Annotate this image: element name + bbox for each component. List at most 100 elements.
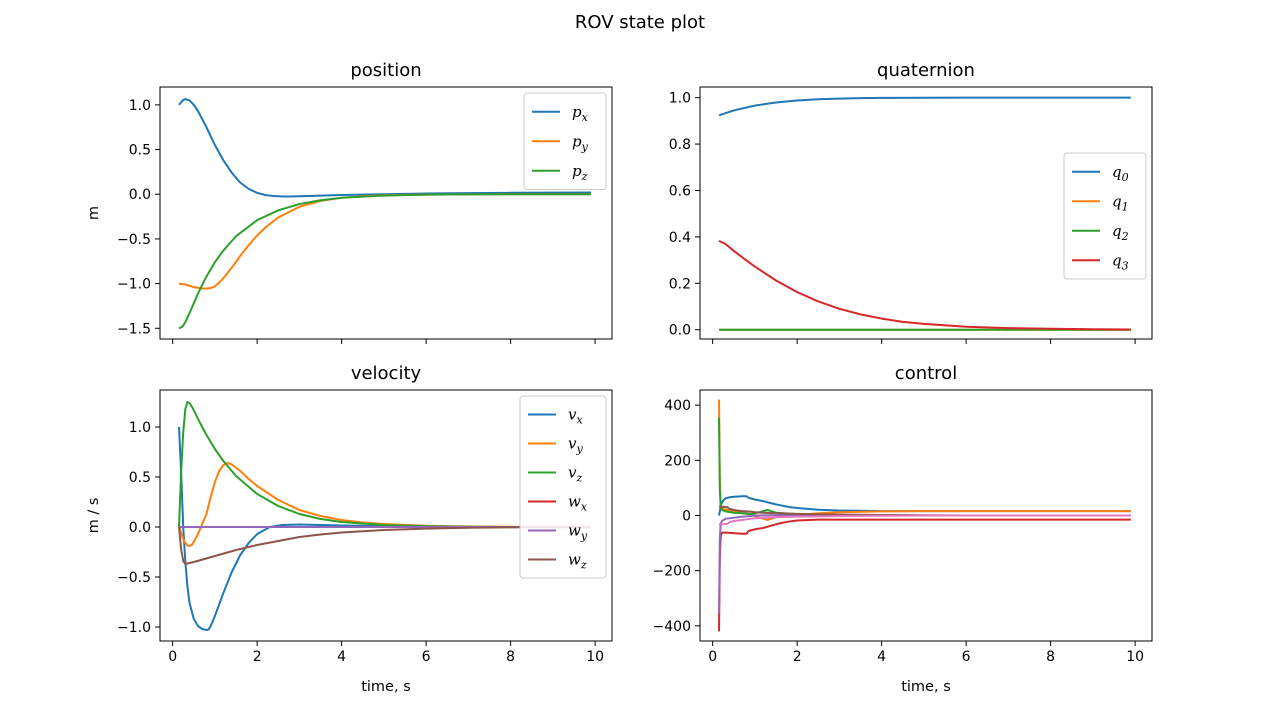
legend-label-name: q bbox=[1112, 163, 1122, 181]
panel-velocity: velocity 0 2 4 6 8 10 −1.0 −0.5 0.0 0.5 1.0 time, s m… bbox=[86, 363, 613, 695]
series-line-p_z bbox=[178, 193, 591, 330]
y-tick-label: −1.0 bbox=[117, 620, 151, 636]
axes-frame bbox=[699, 86, 1153, 340]
panels: position−1.5−1.0−0.50.00.51.0mpxpypzquat… bbox=[86, 60, 1153, 695]
axes-frame bbox=[159, 389, 613, 642]
legend-label-subscript: z bbox=[575, 472, 582, 485]
y-tick-label: 0.4 bbox=[669, 230, 691, 246]
legend-label: wz bbox=[568, 551, 587, 572]
legend-label: q2 bbox=[1112, 222, 1129, 243]
y-tick-label: 200 bbox=[664, 453, 691, 469]
legend-box bbox=[523, 92, 607, 190]
y-tick-label: 1.0 bbox=[129, 420, 151, 436]
legend-label-name: w bbox=[568, 493, 581, 511]
series-line-q_0 bbox=[718, 96, 1131, 117]
axes-frame bbox=[699, 389, 1153, 642]
x-tick-label: 4 bbox=[877, 649, 886, 665]
y-tick-label: −1.5 bbox=[117, 321, 151, 337]
legend-label: vx bbox=[568, 406, 583, 427]
legend-label-name: q bbox=[1112, 192, 1122, 210]
legend-label-subscript: x bbox=[582, 111, 589, 124]
series-line-1 bbox=[718, 399, 1131, 521]
legend-label: vy bbox=[568, 435, 583, 456]
y-tick-label: 0.0 bbox=[129, 520, 151, 536]
legend-label: q0 bbox=[1112, 163, 1129, 184]
y-tick-label: 0.6 bbox=[669, 183, 691, 199]
legend-box bbox=[1063, 152, 1147, 280]
panel-control: control 0 2 4 6 8 10 −400 −200 0 200 400 time, s bbox=[653, 363, 1153, 695]
legend-box bbox=[519, 395, 607, 579]
legend-label: q3 bbox=[1112, 251, 1129, 272]
legend-label-subscript: y bbox=[575, 443, 583, 456]
panel-title: velocity bbox=[351, 363, 422, 384]
series-line-6 bbox=[719, 514, 1131, 526]
y-tick-label: −400 bbox=[653, 619, 691, 635]
axes-frame bbox=[159, 86, 613, 340]
legend-label: px bbox=[572, 103, 589, 124]
x-axis-label: time, s bbox=[901, 679, 951, 695]
y-tick-label: −0.5 bbox=[117, 570, 151, 586]
legend-label-subscript: y bbox=[580, 530, 588, 543]
x-tick-label: 8 bbox=[506, 649, 515, 665]
figure-title: ROV state plot bbox=[575, 12, 705, 33]
y-tick-label: 0.8 bbox=[669, 137, 691, 153]
panel-title: position bbox=[350, 60, 421, 81]
legend-label-subscript: 1 bbox=[1122, 200, 1129, 213]
series-line-p_x bbox=[178, 98, 591, 198]
legend-label-subscript: z bbox=[581, 170, 588, 183]
legend-label-name: w bbox=[568, 522, 581, 540]
legend-label-subscript: 3 bbox=[1122, 259, 1129, 272]
legend-label-name: v bbox=[568, 406, 577, 424]
x-tick-label: 10 bbox=[1126, 649, 1144, 665]
panel-title: quaternion bbox=[877, 60, 975, 81]
legend-label-name: v bbox=[568, 464, 577, 482]
x-tick-label: 6 bbox=[422, 649, 431, 665]
x-tick-label: 10 bbox=[586, 649, 604, 665]
y-tick-label: −200 bbox=[653, 564, 691, 580]
y-tick-label: 0.5 bbox=[129, 470, 151, 486]
legend-label-name: p bbox=[572, 132, 582, 150]
series-line-q_3 bbox=[718, 239, 1131, 331]
legend-label: vz bbox=[568, 464, 582, 485]
legend-label-subscript: 2 bbox=[1121, 230, 1129, 243]
legend-label: pz bbox=[572, 162, 588, 183]
panel-title: control bbox=[895, 363, 957, 384]
legend-label-subscript: y bbox=[581, 140, 589, 153]
y-axis-label: m bbox=[86, 206, 102, 220]
x-tick-label: 0 bbox=[708, 649, 717, 665]
x-axis-label: time, s bbox=[361, 679, 411, 695]
legend-label: wx bbox=[568, 493, 588, 514]
x-tick-label: 2 bbox=[253, 649, 262, 665]
legend-label-name: q bbox=[1112, 251, 1122, 269]
series-line-3 bbox=[718, 518, 1131, 632]
y-tick-label: 0.5 bbox=[129, 143, 151, 159]
x-tick-label: 8 bbox=[1046, 649, 1055, 665]
series-line-w_z bbox=[178, 526, 591, 565]
x-tick-label: 0 bbox=[168, 649, 177, 665]
legend-label-name: v bbox=[568, 435, 577, 453]
y-axis-label: m / s bbox=[86, 498, 102, 534]
legend-label-name: p bbox=[572, 162, 582, 180]
y-tick-label: 0.0 bbox=[129, 187, 151, 203]
legend-label-subscript: 0 bbox=[1122, 171, 1129, 184]
y-tick-label: 400 bbox=[664, 398, 691, 414]
legend-label-subscript: z bbox=[580, 559, 587, 572]
legend-label-name: w bbox=[568, 551, 581, 569]
x-tick-label: 2 bbox=[793, 649, 802, 665]
y-tick-label: −1.0 bbox=[117, 277, 151, 293]
legend-label: py bbox=[572, 132, 589, 153]
legend-label-subscript: x bbox=[576, 414, 583, 427]
y-tick-label: 1.0 bbox=[669, 91, 691, 107]
legend-label: wy bbox=[568, 522, 588, 543]
x-tick-label: 6 bbox=[962, 649, 971, 665]
y-tick-label: 0.2 bbox=[669, 276, 691, 292]
legend-label: q1 bbox=[1112, 192, 1129, 213]
legend-label-name: p bbox=[572, 103, 582, 121]
legend-label-name: q bbox=[1112, 222, 1122, 240]
